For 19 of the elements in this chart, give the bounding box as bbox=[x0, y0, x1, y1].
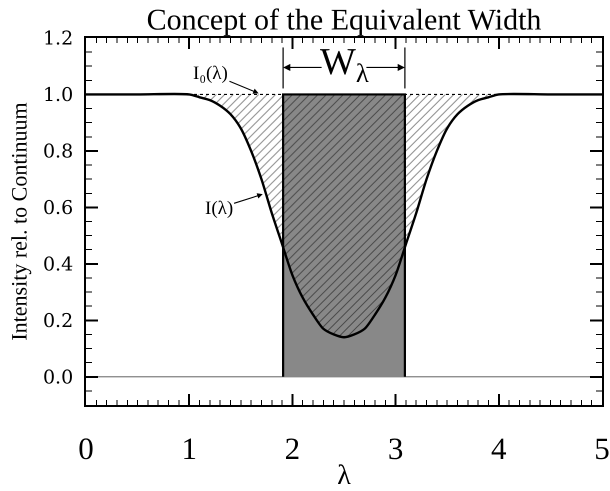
x-tick-label: 2 bbox=[284, 431, 300, 466]
x-tick-label: 1 bbox=[181, 431, 197, 466]
x-axis-title: λ bbox=[337, 460, 352, 491]
x-tick-label: 0 bbox=[78, 431, 94, 466]
annotation: I₀(λ) bbox=[193, 63, 228, 84]
x-tick-label: 5 bbox=[594, 431, 610, 466]
y-tick-label: 0.6 bbox=[42, 197, 74, 220]
y-tick-label: 0.8 bbox=[42, 140, 74, 163]
x-tick-label: 3 bbox=[388, 431, 404, 466]
y-tick-label: 0.2 bbox=[42, 310, 74, 332]
y-tick-label: 0.4 bbox=[42, 254, 74, 276]
y-tick-label: 1.2 bbox=[42, 28, 74, 50]
annotation: I(λ) bbox=[205, 198, 234, 219]
x-tick-label: 4 bbox=[491, 431, 508, 466]
y-axis-title: Intensity rel. to Continuum bbox=[6, 102, 32, 341]
y-tick-label: 0.0 bbox=[42, 366, 74, 388]
chart-title: Concept of the Equivalent Width bbox=[146, 4, 542, 36]
annotation: W$_{λ}$ bbox=[320, 41, 369, 88]
y-tick-label: 1.0 bbox=[42, 84, 74, 106]
